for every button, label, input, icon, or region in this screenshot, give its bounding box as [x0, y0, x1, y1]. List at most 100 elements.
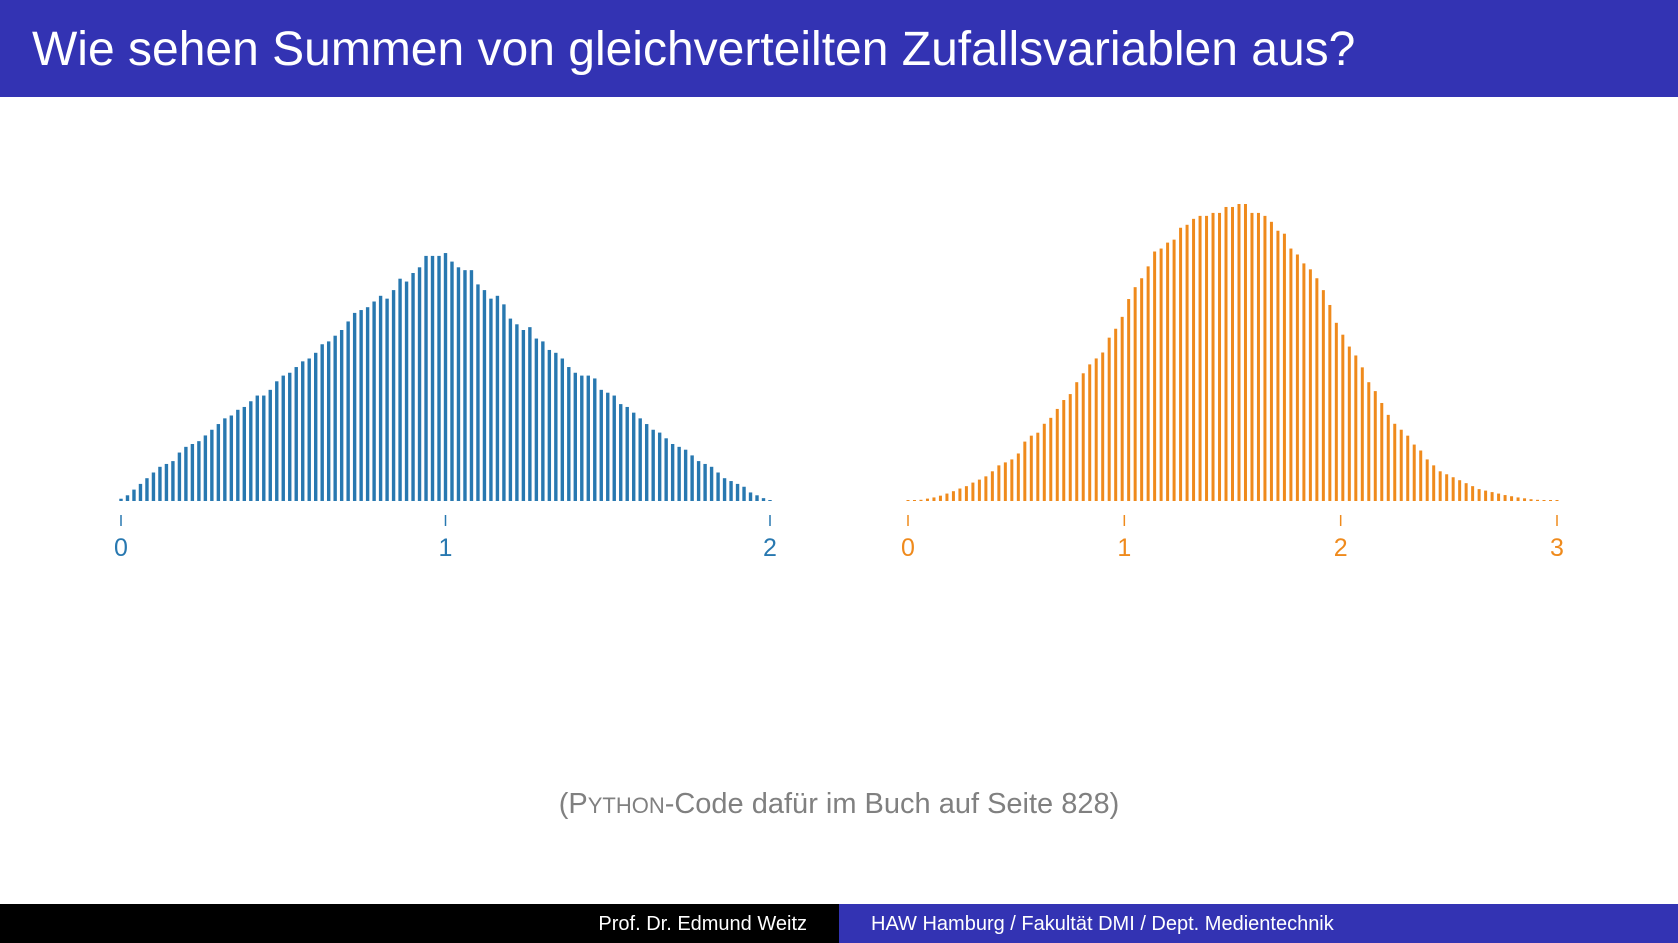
note-smallcaps: YTHON [587, 793, 665, 818]
bar [938, 495, 942, 501]
bar [132, 489, 136, 501]
bar [1055, 408, 1059, 501]
bar [644, 424, 649, 501]
bar [294, 367, 298, 501]
bar [281, 375, 285, 501]
bar [1289, 248, 1293, 501]
bar [919, 499, 923, 501]
triangle-chart: 0 1 2 [114, 253, 777, 562]
bar [958, 488, 962, 501]
bar [1146, 266, 1150, 501]
footer-author: Prof. Dr. Edmund Weitz [598, 913, 807, 935]
bar [735, 483, 740, 501]
bar [657, 432, 662, 501]
bar [632, 412, 636, 501]
bar [1218, 212, 1222, 501]
bar [625, 406, 629, 501]
bar [1308, 269, 1312, 501]
bar [1211, 212, 1215, 501]
bar [567, 367, 571, 501]
bar [1172, 239, 1176, 501]
bar [1192, 218, 1196, 501]
bar [378, 295, 383, 501]
x-tick-label: 1 [1117, 534, 1131, 562]
bar [1276, 230, 1280, 502]
note-rest: -Code dafür im Buch auf Seite 828) [664, 788, 1120, 820]
bar [696, 461, 701, 501]
bar [164, 463, 169, 501]
bar [742, 486, 746, 501]
bar [1354, 355, 1358, 501]
footer-left: Prof. Dr. Edmund Weitz [0, 904, 839, 943]
bar [1373, 391, 1377, 501]
bar [1393, 423, 1397, 501]
bar [1516, 497, 1520, 501]
bar [1477, 489, 1481, 501]
bar [476, 284, 480, 501]
bar [1166, 242, 1170, 502]
bar [430, 255, 435, 501]
bar [722, 478, 727, 501]
bar [229, 415, 234, 501]
bar [171, 461, 175, 501]
bar [249, 401, 253, 501]
bar [729, 481, 733, 501]
note-open: (P [558, 788, 588, 820]
bar [1269, 221, 1273, 501]
bar [606, 392, 610, 501]
bar [1029, 435, 1033, 501]
bar [391, 290, 396, 501]
bar [275, 381, 279, 501]
bar [1081, 373, 1085, 501]
bar [554, 352, 558, 501]
bar [1367, 382, 1371, 501]
bar [1250, 212, 1254, 501]
bar [703, 463, 707, 501]
bar [541, 341, 545, 501]
bar [1497, 493, 1501, 501]
bar [125, 495, 130, 501]
bar [255, 395, 259, 501]
bar [417, 267, 422, 501]
bar [177, 452, 182, 501]
bar [411, 273, 415, 501]
x-tick-label: 3 [1550, 534, 1564, 562]
bar [1198, 215, 1202, 501]
bar [1412, 444, 1416, 501]
bar [469, 270, 474, 501]
bar [1256, 212, 1260, 501]
bar [1542, 500, 1546, 501]
bar [709, 466, 714, 501]
bar [768, 500, 772, 501]
bar [990, 471, 994, 501]
bar [443, 253, 448, 501]
bar [1549, 500, 1553, 501]
bar [1529, 499, 1533, 501]
bar [236, 409, 240, 501]
bar [1127, 299, 1131, 501]
bar [761, 498, 766, 501]
bar [593, 378, 597, 501]
bar [912, 500, 916, 501]
bar [971, 482, 975, 501]
bar [1302, 263, 1306, 501]
bar [586, 375, 590, 501]
bar [352, 312, 357, 501]
bar [1042, 423, 1046, 501]
bar [119, 498, 123, 501]
bar [404, 281, 409, 501]
bar [1237, 204, 1241, 501]
bar [158, 466, 162, 501]
bar [528, 327, 532, 501]
bar [573, 372, 577, 501]
bar [424, 255, 428, 501]
bar [184, 446, 188, 501]
bar [450, 261, 454, 501]
bar [1406, 435, 1410, 501]
bar [1133, 287, 1137, 501]
bar [1101, 352, 1105, 501]
bar [997, 465, 1001, 501]
x-tick-label: 0 [901, 534, 915, 562]
bar [262, 395, 266, 501]
bar [1049, 417, 1053, 501]
